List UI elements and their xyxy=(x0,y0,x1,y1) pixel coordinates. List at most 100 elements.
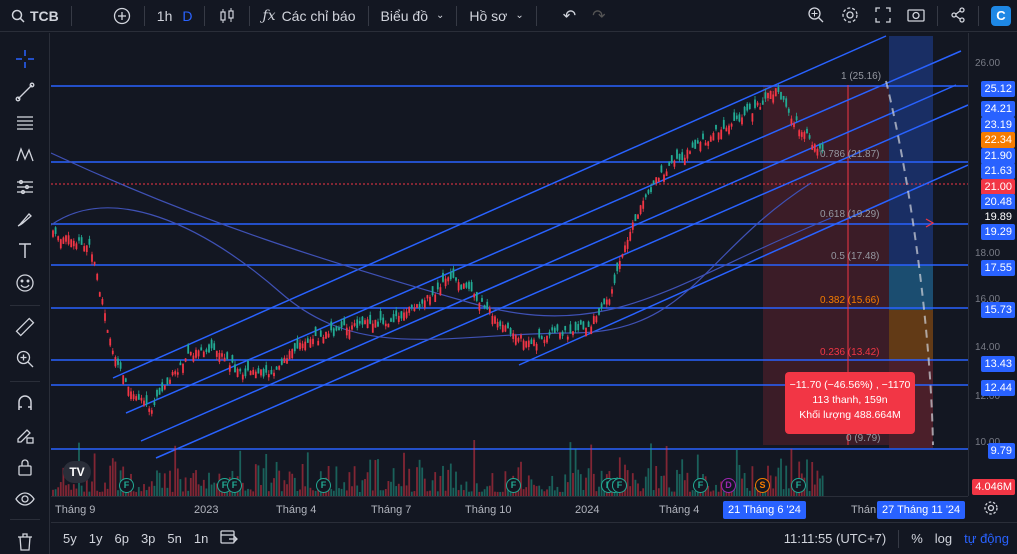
volume-bar xyxy=(764,489,767,496)
event-marker[interactable]: F xyxy=(693,478,708,493)
candle xyxy=(608,299,611,305)
volume-bar xyxy=(689,491,691,496)
volume-bar xyxy=(748,490,751,496)
volume-bar xyxy=(132,491,135,496)
candle xyxy=(122,375,125,384)
candle xyxy=(252,369,255,375)
candle xyxy=(405,311,408,318)
candle xyxy=(93,261,96,265)
prediction-tool[interactable] xyxy=(11,173,39,201)
symbol-search[interactable]: TCB xyxy=(0,0,67,32)
auto-scale-toggle[interactable]: tự động xyxy=(964,531,1009,546)
event-marker[interactable]: S xyxy=(755,478,770,493)
interval-1h[interactable]: 1h xyxy=(156,7,173,24)
range-1y[interactable]: 1y xyxy=(88,531,103,546)
candle xyxy=(582,321,585,330)
redo-button[interactable]: ↷ xyxy=(584,0,613,32)
axis-settings-button[interactable] xyxy=(983,500,999,519)
price-label: 21.00 xyxy=(981,179,1015,195)
indicators-button[interactable]: ƒx Các chỉ báo xyxy=(254,0,363,32)
magnet-tool[interactable] xyxy=(11,389,39,417)
compare-button[interactable] xyxy=(104,0,140,32)
volume-bar xyxy=(434,472,437,496)
volume-bar xyxy=(769,475,772,496)
candle xyxy=(577,324,580,331)
chart-type-menu[interactable]: Biểu đồ ⌄ xyxy=(373,0,453,32)
candle xyxy=(286,358,288,364)
candle xyxy=(540,336,543,340)
candle xyxy=(106,329,109,333)
candle xyxy=(517,338,520,342)
volume-bar xyxy=(140,491,143,496)
candle xyxy=(777,87,780,93)
fullscreen-button[interactable] xyxy=(867,0,899,32)
interval-d[interactable]: D xyxy=(182,7,193,24)
percent-toggle[interactable]: % xyxy=(911,531,923,546)
lock-drawing-tool[interactable] xyxy=(11,421,39,449)
brush-tool[interactable] xyxy=(11,205,39,233)
candle xyxy=(556,324,559,331)
log-toggle[interactable]: log xyxy=(934,531,953,546)
event-marker[interactable]: D xyxy=(721,478,736,493)
candle xyxy=(595,316,598,323)
range-1d[interactable]: 1n xyxy=(193,531,209,546)
range-3m[interactable]: 3p xyxy=(140,531,156,546)
event-marker[interactable]: F xyxy=(227,478,242,493)
text-tool[interactable] xyxy=(11,237,39,265)
event-marker[interactable]: F xyxy=(791,478,806,493)
event-marker[interactable]: F xyxy=(316,478,331,493)
range-5y[interactable]: 5y xyxy=(63,531,77,546)
visibility-tool[interactable] xyxy=(11,485,39,513)
candle-type-button[interactable] xyxy=(209,0,245,32)
delete-tool[interactable] xyxy=(11,528,39,554)
share-button[interactable] xyxy=(942,0,974,32)
candle xyxy=(494,316,496,324)
volume-bar xyxy=(330,489,333,496)
volume-bar xyxy=(449,463,452,496)
volume-bar xyxy=(473,440,476,496)
volume-bar xyxy=(811,461,814,496)
candle xyxy=(104,313,106,321)
candle xyxy=(650,187,652,193)
volume-bar xyxy=(566,482,569,496)
pattern-tool[interactable] xyxy=(11,141,39,169)
candle xyxy=(603,298,606,305)
event-marker[interactable]: F xyxy=(506,478,521,493)
fib-tool[interactable] xyxy=(11,109,39,137)
trendline-tool[interactable] xyxy=(11,78,39,106)
undo-button[interactable]: ↶ xyxy=(555,0,584,32)
ruler-tool[interactable] xyxy=(11,313,39,341)
candle xyxy=(299,342,301,350)
emoji-tool[interactable] xyxy=(11,269,39,297)
snapshot-button[interactable] xyxy=(899,0,933,32)
profile-menu[interactable]: Hồ sơ ⌄ xyxy=(461,0,531,32)
clock[interactable]: 11:11:55 (UTC+7) xyxy=(783,531,887,546)
price-axis[interactable]: 26.00 18.00 16.00 14.00 12.00 10.00 25.1… xyxy=(968,33,1017,496)
candle xyxy=(184,358,187,362)
lock-tool[interactable] xyxy=(11,453,39,481)
quick-search-button[interactable] xyxy=(799,0,833,32)
time-badge-start: 21 Tháng 6 '24 xyxy=(723,501,806,519)
candle xyxy=(751,113,754,122)
zoom-tool[interactable] xyxy=(11,345,39,373)
event-marker[interactable]: F xyxy=(119,478,134,493)
tradingview-logo[interactable]: TV xyxy=(63,461,91,483)
volume-bar xyxy=(143,484,145,496)
brand-logo: C xyxy=(983,0,1017,32)
time-axis[interactable]: Tháng 9 2023 Tháng 4 Tháng 7 Tháng 10 20… xyxy=(51,496,968,522)
range-6m[interactable]: 6p xyxy=(114,531,129,546)
event-marker[interactable]: F xyxy=(612,478,627,493)
candle xyxy=(426,295,429,299)
chart-type-label: Biểu đồ xyxy=(380,7,428,24)
candle xyxy=(621,254,624,258)
candle xyxy=(239,368,242,372)
crosshair-tool[interactable] xyxy=(11,45,39,73)
candle xyxy=(57,236,60,241)
volume-bar xyxy=(715,484,717,496)
goto-date-button[interactable] xyxy=(214,529,244,548)
candle xyxy=(343,318,346,326)
range-5d[interactable]: 5n xyxy=(167,531,182,546)
settings-button[interactable] xyxy=(833,0,867,32)
volume-bar xyxy=(488,485,491,496)
chart-pane[interactable]: 1 (25.16) 0.786 (21.87) 0.618 (19.29) 0.… xyxy=(51,33,968,496)
